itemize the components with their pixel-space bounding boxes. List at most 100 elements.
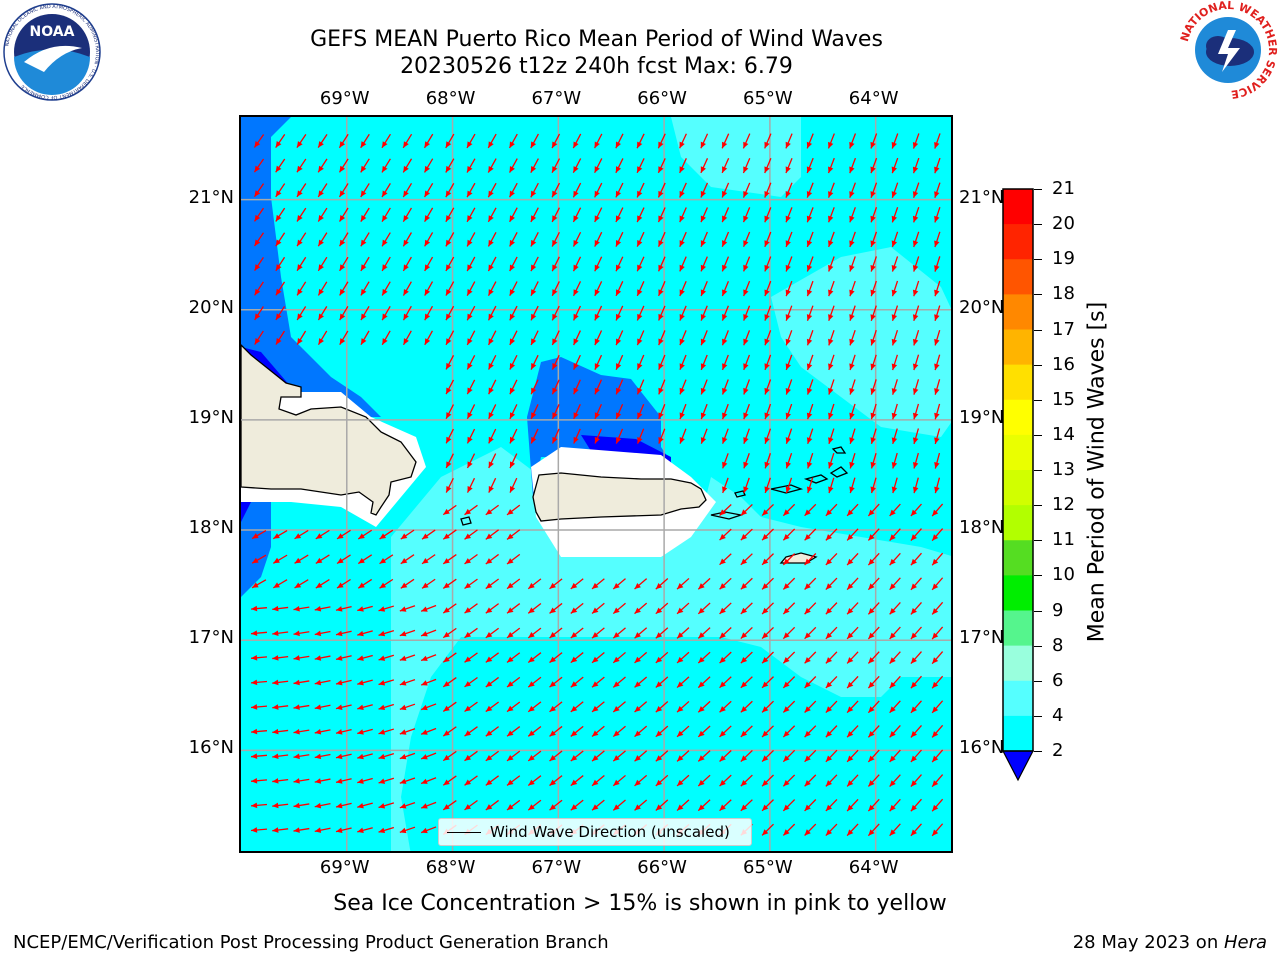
lon-label-top: 65°W: [743, 88, 793, 109]
wind-wave-arrow: [804, 577, 817, 590]
wind-wave-arrow: [508, 158, 518, 173]
wind-wave-arrow: [317, 207, 328, 222]
wind-wave-arrow: [636, 354, 645, 371]
wind-wave-arrow: [551, 379, 560, 395]
wind-wave-arrow: [912, 305, 920, 322]
wind-wave-arrow: [594, 330, 603, 346]
wind-wave-arrow: [721, 182, 730, 198]
wind-wave-arrow: [527, 701, 542, 713]
wind-wave-arrow: [506, 726, 521, 737]
wind-wave-arrow: [785, 403, 793, 420]
wind-wave-arrow: [934, 280, 941, 297]
wind-wave-arrow: [420, 801, 437, 809]
wind-wave-arrow: [615, 158, 624, 174]
lon-label-bottom: 67°W: [531, 857, 582, 878]
wind-wave-arrow: [378, 630, 395, 637]
wind-wave-arrow: [782, 799, 796, 812]
wind-wave-arrow: [509, 379, 518, 395]
footer-right: 28 May 2023 on Hera: [1073, 932, 1267, 954]
wind-wave-arrow: [827, 207, 835, 223]
wind-wave-arrow: [381, 256, 391, 272]
wind-wave-arrow: [591, 578, 605, 590]
wind-wave-arrow: [867, 577, 880, 591]
wind-wave-arrow: [335, 802, 352, 809]
wind-wave-arrow: [549, 750, 563, 762]
wind-wave-arrow: [420, 629, 437, 637]
wind-wave-arrow: [870, 354, 877, 371]
wind-wave-arrow: [825, 577, 838, 591]
wind-wave-arrow: [530, 428, 539, 444]
wind-wave-arrow: [488, 477, 497, 493]
wind-wave-arrow: [912, 182, 920, 198]
wind-wave-arrow: [806, 280, 814, 297]
wind-wave-arrow: [466, 477, 476, 493]
wind-wave-arrow: [464, 578, 478, 590]
wind-wave-arrow: [296, 207, 307, 222]
wind-wave-arrow: [679, 256, 687, 272]
wind-wave-arrow: [912, 256, 920, 272]
wind-wave-arrow: [615, 354, 624, 370]
footer-date: 28 May 2023 on: [1072, 932, 1224, 953]
wind-wave-arrow: [721, 207, 730, 223]
wind-wave-arrow: [421, 578, 436, 589]
wind-wave-arrow: [272, 655, 289, 661]
wind-wave-arrow: [442, 800, 457, 811]
wind-wave-arrow: [420, 678, 437, 686]
wind-wave-arrow: [314, 679, 331, 686]
wind-wave-arrow: [445, 379, 455, 395]
colorbar-tick-label: 2: [1052, 740, 1064, 761]
wind-wave-arrow: [634, 701, 648, 713]
wind-wave-arrow: [700, 305, 708, 321]
wind-wave-arrow: [806, 354, 814, 371]
wind-wave-arrow: [825, 528, 838, 541]
wind-wave-arrow: [679, 354, 687, 371]
wind-wave-arrow: [594, 182, 603, 198]
wind-wave-arrow: [506, 553, 521, 565]
wind-wave-arrow: [804, 700, 817, 713]
wind-wave-arrow: [828, 305, 835, 321]
wind-wave-arrow: [339, 281, 349, 296]
wind-wave-arrow: [551, 354, 560, 370]
wind-wave-arrow: [335, 630, 352, 637]
wind-wave-arrow: [934, 477, 941, 494]
wind-wave-arrow: [399, 703, 416, 711]
wind-wave-arrow: [506, 627, 521, 639]
footer-left: NCEP/EMC/Verification Post Processing Pr…: [13, 932, 609, 953]
wind-wave-arrow: [934, 206, 941, 223]
wind-wave-arrow: [530, 330, 539, 346]
wind-wave-arrow: [549, 725, 563, 737]
wind-wave-arrow: [889, 626, 901, 640]
wind-wave-arrow: [657, 207, 666, 223]
wind-wave-arrow: [573, 428, 581, 444]
small-islands: [460, 446, 849, 526]
wind-wave-arrow: [849, 330, 856, 346]
wind-wave-arrow: [912, 428, 920, 445]
wind-wave-arrow: [360, 183, 370, 198]
wind-wave-arrow: [573, 379, 581, 395]
wind-wave-arrow: [846, 577, 859, 591]
wind-wave-arrow: [381, 281, 391, 296]
wind-wave-arrow: [634, 627, 648, 639]
wind-wave-arrow: [250, 777, 268, 784]
wind-wave-arrow: [761, 774, 774, 787]
wind-wave-arrow: [891, 428, 898, 445]
wind-wave-arrow: [360, 256, 370, 272]
wind-wave-arrow: [293, 778, 310, 784]
wind-wave-arrow: [612, 627, 626, 639]
wind-wave-arrow: [636, 256, 645, 272]
noaa-logo: NOAA NATIONAL OCEANIC AND ATMOSPHERIC AD…: [3, 3, 101, 101]
wind-wave-arrow: [445, 158, 455, 173]
wind-wave-arrow: [889, 503, 901, 517]
wind-wave-arrow: [825, 602, 838, 615]
wind-wave-arrow: [931, 749, 944, 763]
colorbar-tick-label: 15: [1052, 388, 1075, 410]
wind-wave-arrow: [293, 753, 310, 760]
wind-wave-arrow: [381, 207, 391, 222]
wind-wave-arrow: [485, 652, 500, 663]
wind-wave-arrow: [657, 231, 666, 247]
wind-wave-arrow: [782, 528, 796, 541]
wind-wave-arrow: [889, 749, 901, 763]
wind-wave-arrow: [272, 753, 289, 760]
wind-wave-arrow: [636, 158, 645, 174]
wind-wave-arrow: [697, 700, 711, 713]
